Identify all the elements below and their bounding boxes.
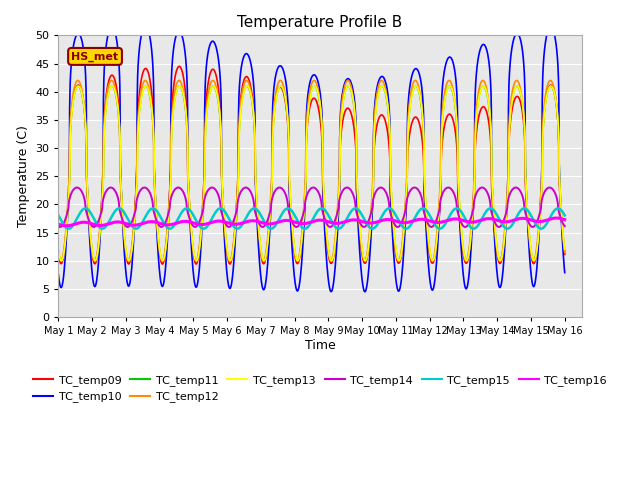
TC_temp12 (462, 258, 470, 264)
TC_temp11 (193, 257, 201, 263)
TC_temp09 (148, 102, 156, 108)
TC_temp16 (539, 218, 547, 224)
Text: HS_met: HS_met (72, 51, 118, 61)
TC_temp10 (361, 289, 369, 295)
TC_temp10 (561, 270, 568, 276)
Title: Temperature Profile B: Temperature Profile B (237, 15, 403, 30)
TC_temp15 (193, 219, 201, 225)
TC_temp14 (317, 195, 324, 201)
TC_temp11 (369, 178, 377, 184)
TC_temp09 (539, 126, 547, 132)
TC_temp12 (74, 78, 82, 84)
TC_temp12 (561, 250, 568, 255)
TC_temp13 (193, 258, 201, 264)
TC_temp09 (159, 261, 166, 267)
TC_temp16 (461, 218, 469, 224)
TC_temp12 (193, 257, 200, 263)
TC_temp12 (260, 258, 268, 264)
Line: TC_temp13: TC_temp13 (58, 86, 564, 261)
TC_temp14 (149, 205, 157, 211)
TC_temp16 (369, 220, 377, 226)
TC_temp13 (58, 258, 65, 264)
TC_temp09 (369, 189, 377, 194)
X-axis label: Time: Time (305, 339, 335, 352)
TC_temp13 (561, 246, 568, 252)
TC_temp16 (316, 217, 324, 223)
TC_temp11 (58, 258, 65, 264)
TC_temp11 (561, 248, 568, 253)
TC_temp11 (149, 123, 157, 129)
TC_temp14 (54, 223, 62, 229)
TC_temp16 (54, 221, 62, 227)
TC_temp16 (149, 219, 157, 225)
TC_temp16 (63, 223, 70, 228)
TC_temp15 (317, 206, 324, 212)
TC_temp13 (462, 257, 470, 263)
Line: TC_temp14: TC_temp14 (58, 188, 564, 227)
Legend: TC_temp09, TC_temp10, TC_temp11, TC_temp12, TC_temp13, TC_temp14, TC_temp15, TC_: TC_temp09, TC_temp10, TC_temp11, TC_temp… (29, 371, 611, 407)
TC_temp11 (74, 83, 82, 89)
TC_temp10 (149, 63, 157, 69)
TC_temp09 (175, 63, 183, 69)
TC_temp14 (539, 193, 547, 199)
Y-axis label: Temperature (C): Temperature (C) (17, 125, 29, 227)
TC_temp15 (462, 217, 470, 223)
TC_temp10 (193, 284, 200, 289)
TC_temp14 (73, 185, 81, 191)
TC_temp15 (369, 226, 377, 231)
TC_temp15 (539, 225, 547, 231)
TC_temp15 (561, 213, 568, 218)
TC_temp11 (462, 258, 470, 264)
TC_temp09 (317, 119, 324, 124)
TC_temp09 (193, 260, 201, 266)
TC_temp13 (74, 83, 82, 89)
TC_temp16 (193, 221, 200, 227)
TC_temp13 (54, 246, 62, 252)
TC_temp13 (539, 134, 547, 140)
Line: TC_temp15: TC_temp15 (58, 208, 564, 228)
TC_temp13 (369, 182, 377, 188)
TC_temp10 (539, 70, 547, 75)
Line: TC_temp16: TC_temp16 (58, 218, 564, 226)
TC_temp12 (369, 151, 377, 157)
TC_temp15 (65, 226, 72, 231)
TC_temp14 (369, 196, 377, 202)
TC_temp11 (54, 248, 62, 253)
TC_temp10 (141, 24, 149, 29)
TC_temp13 (317, 104, 324, 110)
TC_temp15 (149, 205, 157, 211)
TC_temp12 (54, 250, 62, 255)
TC_temp14 (462, 224, 470, 230)
TC_temp12 (539, 119, 547, 124)
TC_temp16 (561, 217, 568, 223)
TC_temp10 (316, 91, 324, 96)
TC_temp12 (149, 120, 157, 126)
TC_temp13 (149, 120, 157, 126)
Line: TC_temp11: TC_temp11 (58, 86, 564, 261)
TC_temp12 (317, 104, 324, 110)
TC_temp14 (561, 223, 568, 229)
TC_temp11 (317, 106, 324, 111)
TC_temp09 (54, 252, 62, 258)
TC_temp14 (193, 223, 201, 229)
TC_temp09 (462, 260, 470, 266)
TC_temp10 (462, 286, 470, 291)
TC_temp10 (369, 186, 377, 192)
Line: TC_temp09: TC_temp09 (58, 66, 564, 264)
TC_temp11 (539, 130, 547, 135)
TC_temp14 (56, 224, 64, 230)
TC_temp15 (54, 213, 62, 218)
TC_temp10 (54, 272, 62, 277)
TC_temp15 (81, 205, 89, 211)
TC_temp09 (561, 252, 568, 257)
TC_temp16 (553, 215, 561, 221)
Line: TC_temp10: TC_temp10 (58, 26, 564, 292)
Line: TC_temp12: TC_temp12 (58, 81, 564, 261)
